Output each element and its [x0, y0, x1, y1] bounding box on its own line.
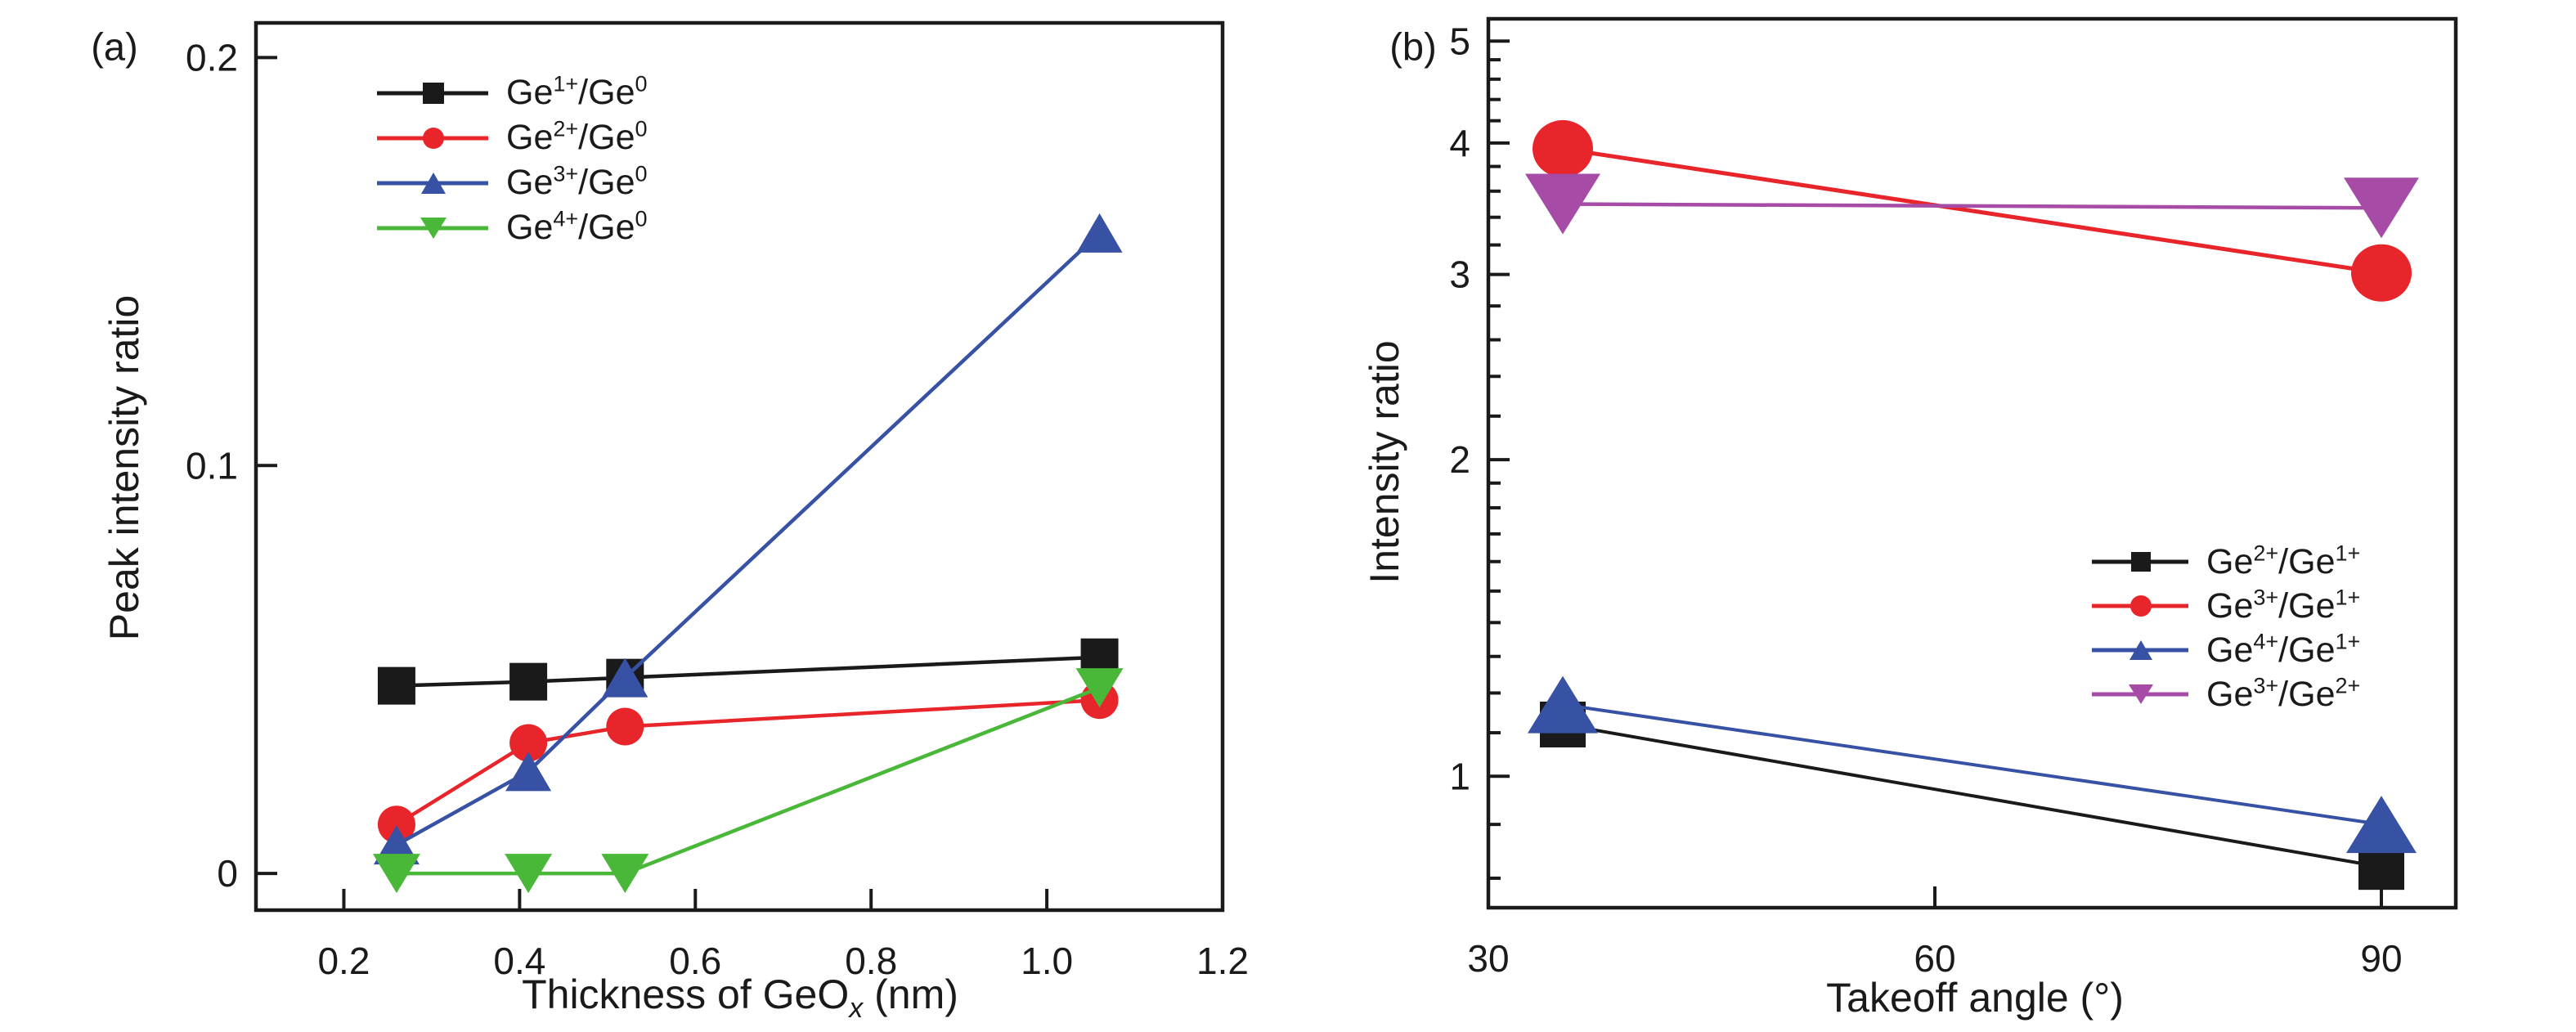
legend-label: Ge4+/Ge1+: [2206, 629, 2361, 670]
y-tick-label: 0: [217, 852, 238, 895]
x-axis-title-text: Thickness of GeO: [522, 971, 850, 1017]
circle-marker: [2351, 244, 2412, 302]
legend-label: Ge1+/Ge0: [506, 71, 648, 112]
x-tick-label: 1.0: [1021, 940, 1073, 982]
triangle-up-marker: [1528, 675, 1598, 734]
triangle-down-marker: [505, 854, 553, 894]
triangle-down-marker: [420, 217, 447, 239]
triangle-down-legend-icon: [377, 217, 488, 239]
series-line-Ge3+: [1562, 202, 2382, 210]
panel-a-label: (a): [91, 25, 138, 69]
x-axis-title-subscript: x: [849, 993, 864, 1024]
triangle-up-marker: [2346, 796, 2417, 854]
triangle-up-legend-icon: [2092, 640, 2188, 660]
series-line-Ge4+: [396, 686, 1101, 876]
series-line-Ge3+: [395, 231, 1102, 847]
circle-marker: [377, 805, 415, 844]
series-line-Ge3+: [1562, 146, 2382, 276]
square-legend-icon: [2092, 552, 2188, 572]
legend-item: Ge1+/Ge0: [375, 70, 648, 115]
series-line-Ge1+: [396, 655, 1100, 688]
y-tick-label: 4: [1449, 122, 1470, 164]
y-tick-label: 2: [1449, 438, 1470, 481]
panel-b-legend: Ge2+/Ge1+ Ge3+/Ge1+ Ge4+/Ge1+ Ge3+/Ge2+: [2090, 540, 2360, 716]
y-tick-label: 1: [1449, 755, 1470, 797]
y-tick-label: 0.1: [186, 444, 238, 487]
triangle-up-marker: [421, 172, 446, 194]
panel-a-legend: Ge1+/Ge0 Ge2+/Ge0 Ge3+/Ge0 Ge4+/Ge0: [375, 70, 648, 250]
x-tick-label: 0.2: [317, 940, 370, 982]
triangle-down-marker: [1525, 173, 1600, 235]
x-tick-label: 1.2: [1196, 940, 1249, 982]
square-marker: [423, 82, 444, 104]
x-tick-label: 0.6: [669, 940, 721, 982]
triangle-down-marker: [2129, 684, 2153, 704]
triangle-up-marker: [1076, 213, 1123, 253]
legend-item: Ge3+/Ge0: [375, 160, 648, 205]
x-tick-label: 0.8: [845, 940, 897, 982]
legend-label: Ge3+/Ge0: [506, 161, 648, 202]
x-tick-label: 30: [1467, 937, 1509, 980]
legend-item: Ge2+/Ge0: [375, 115, 648, 160]
y-tick-label: 5: [1449, 20, 1470, 62]
circle-marker: [1533, 119, 1593, 177]
triangle-up-legend-icon: [377, 172, 488, 194]
legend-label: Ge3+/Ge1+: [2206, 585, 2361, 626]
legend-item: Ge4+/Ge1+: [2090, 628, 2360, 672]
circle-marker: [509, 724, 548, 762]
panel-a-y-axis-title: Peak intensity ratio: [101, 294, 147, 641]
x-tick-label: 90: [2360, 937, 2402, 980]
legend-label: Ge3+/Ge2+: [2206, 673, 2361, 714]
triangle-up-marker: [505, 752, 552, 792]
series-line-Ge4+: [1562, 702, 2382, 827]
square-marker: [509, 662, 548, 701]
axes-frame: [1486, 16, 2458, 910]
panel-b-x-axis-title: Takeoff angle (°): [1826, 975, 2124, 1021]
triangle-down-marker: [372, 854, 420, 894]
y-tick-label: 3: [1449, 254, 1470, 296]
legend-label: Ge4+/Ge0: [506, 206, 648, 247]
square-marker: [377, 666, 415, 705]
square-marker: [2131, 552, 2151, 572]
legend-item: Ge3+/Ge1+: [2090, 584, 2360, 628]
legend-item: Ge3+/Ge2+: [2090, 672, 2360, 716]
triangle-down-marker: [601, 854, 649, 894]
circle-marker: [606, 707, 644, 746]
circle-legend-icon: [377, 127, 488, 149]
panel-b-label: (b): [1389, 25, 1437, 69]
x-tick-label: 0.4: [493, 940, 545, 982]
triangle-down-legend-icon: [2092, 684, 2188, 704]
y-tick-label: 0.2: [186, 36, 238, 79]
circle-marker: [2130, 595, 2152, 617]
circle-legend-icon: [2092, 595, 2188, 617]
panel-a-x-axis-title: Thickness of GeOx (nm): [522, 971, 958, 1025]
x-axis-title-unit: (nm): [863, 971, 958, 1017]
series-line-Ge2+: [1562, 723, 2382, 869]
panel-b-y-axis-title: Intensity ratio: [1362, 340, 1407, 584]
panel-b-plot: 30 60 90 1 2 3 4 5: [1449, 16, 2458, 980]
x-tick-label: 60: [1914, 937, 1955, 980]
legend-item: Ge4+/Ge0: [375, 205, 648, 250]
series-line-Ge2+: [395, 698, 1100, 827]
circle-marker: [423, 127, 444, 149]
legend-item: Ge2+/Ge1+: [2090, 540, 2360, 584]
triangle-down-marker: [2344, 177, 2419, 239]
triangle-up-marker: [602, 657, 648, 698]
legend-label: Ge2+/Ge0: [506, 116, 648, 157]
triangle-down-marker: [1075, 668, 1124, 708]
triangle-up-marker: [2129, 640, 2152, 660]
legend-label: Ge2+/Ge1+: [2206, 541, 2361, 581]
panel-a-plot: 0.2 0.4 0.6 0.8 1.0 1.2 0 0.1 0.2: [186, 20, 1249, 982]
square-legend-icon: [377, 82, 488, 104]
